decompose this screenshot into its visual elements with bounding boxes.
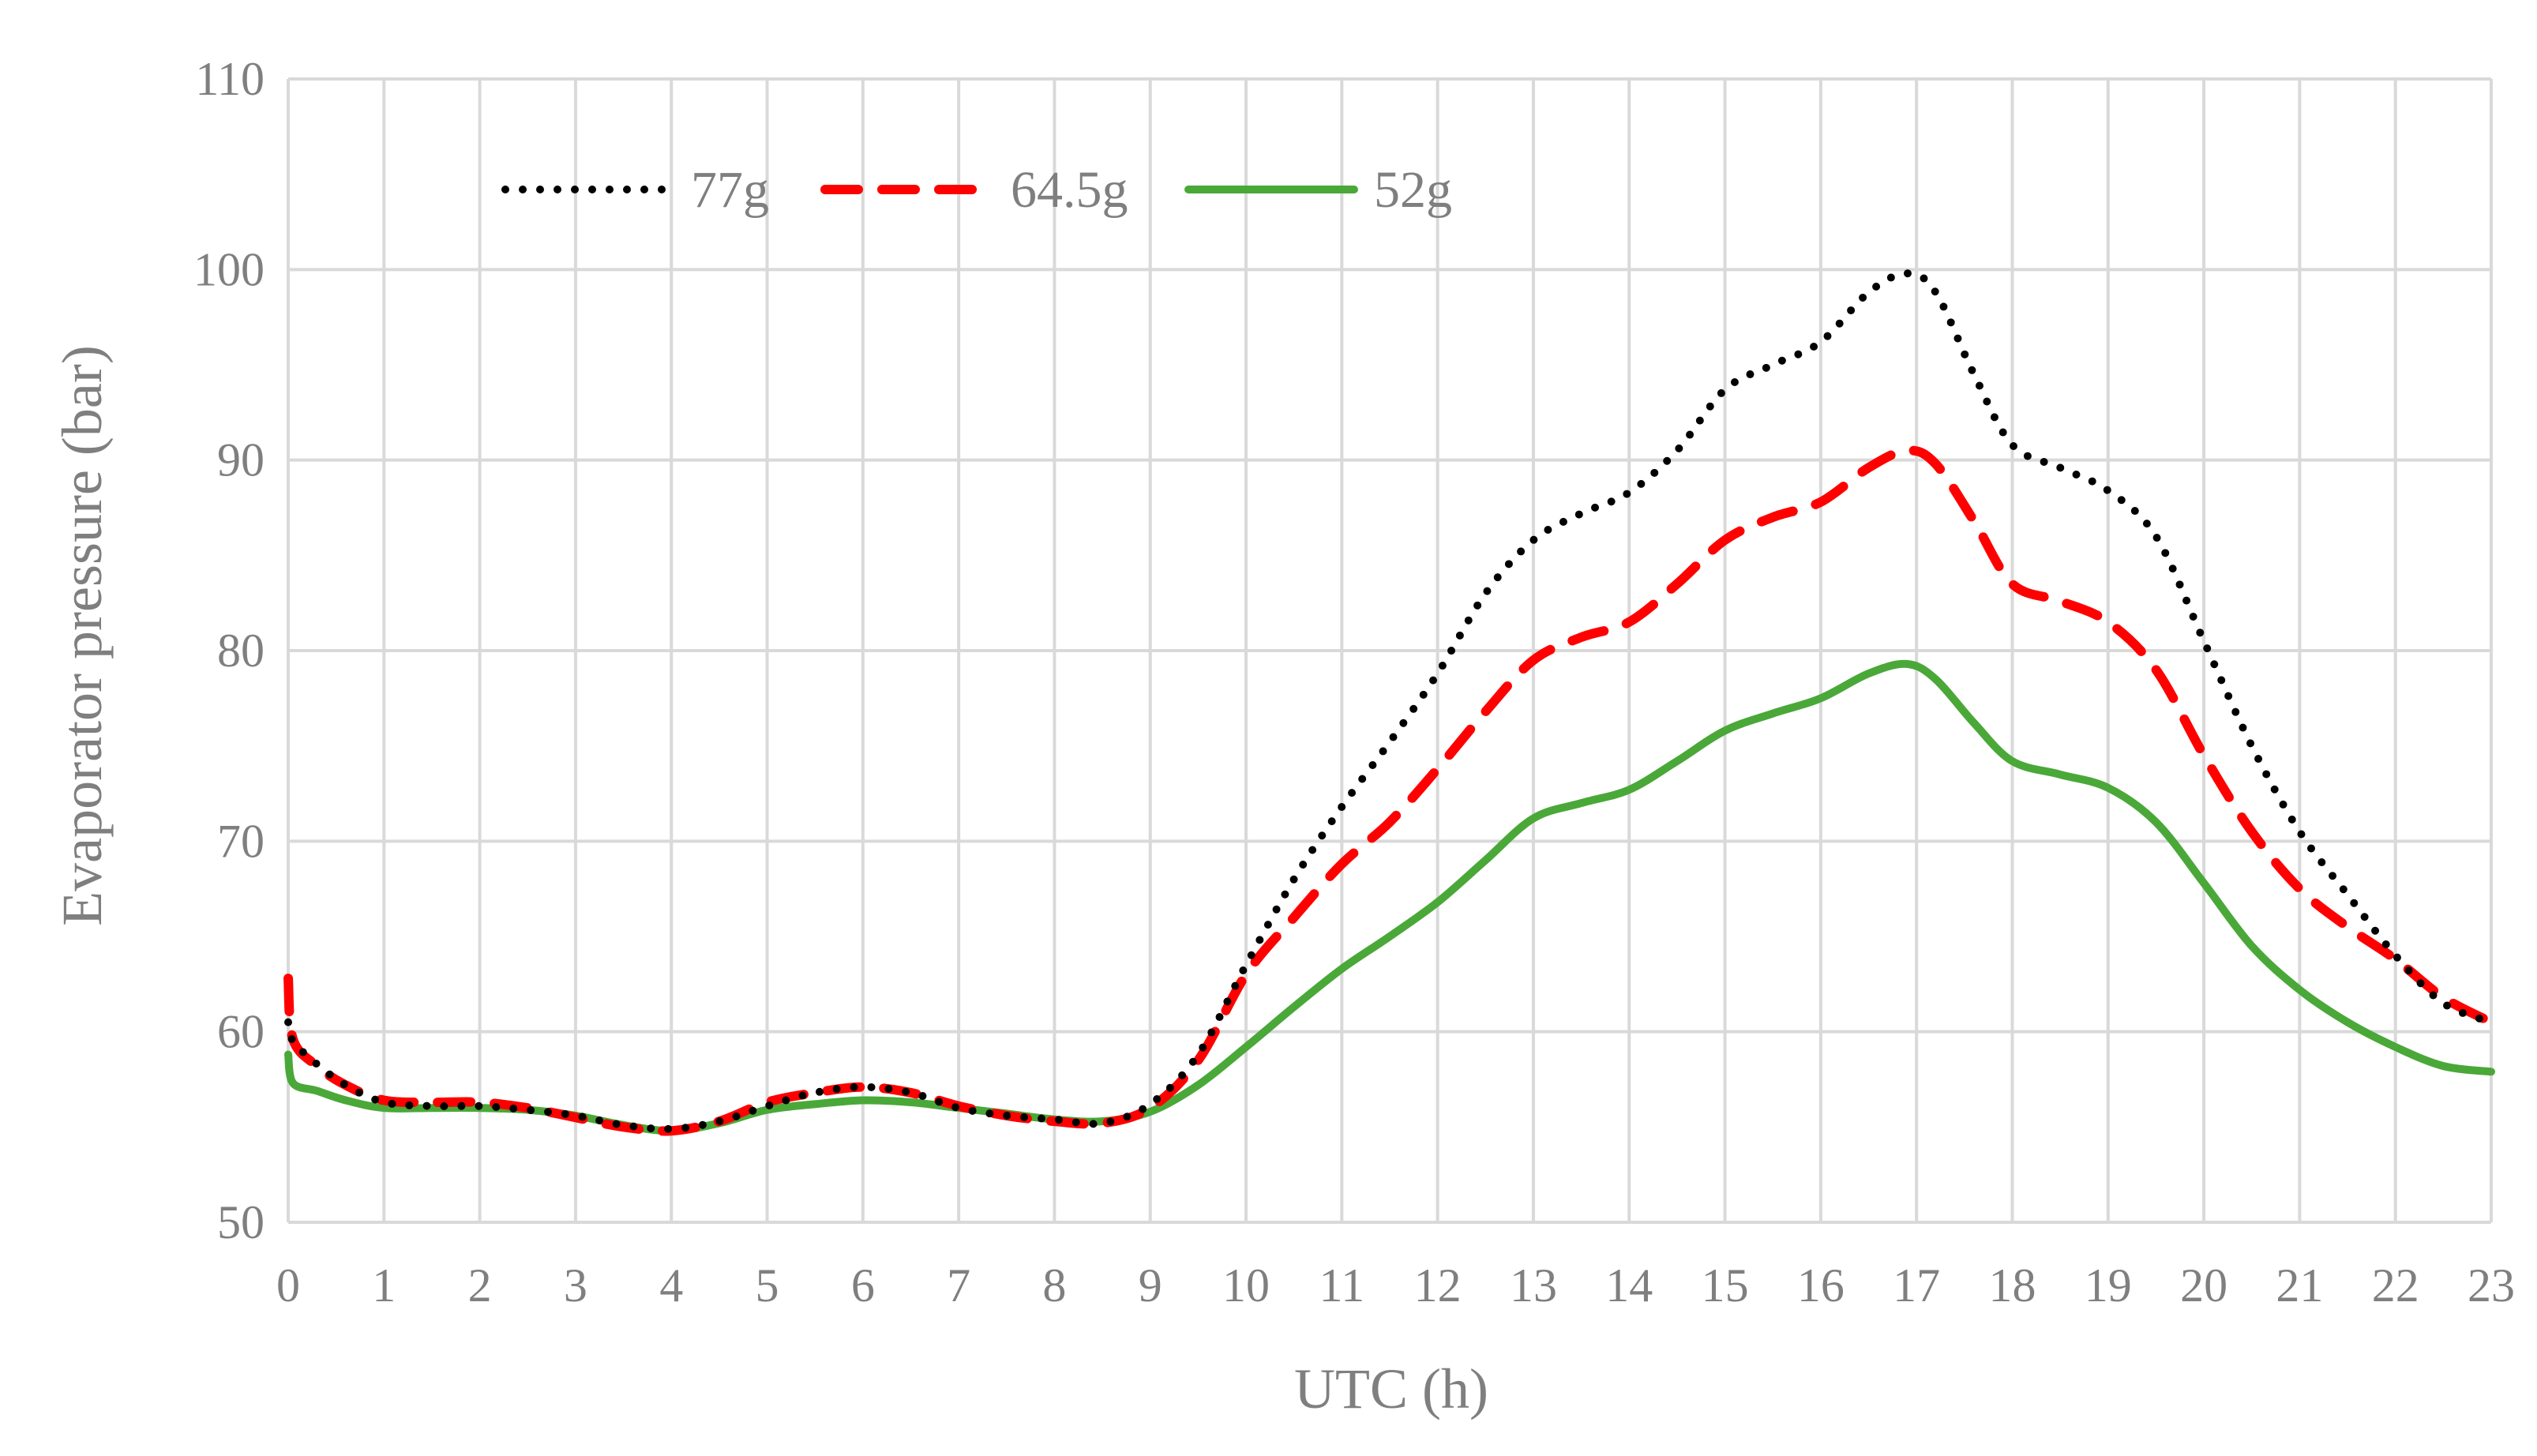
x-tick-label: 18 bbox=[1988, 1259, 2036, 1312]
y-tick-label: 110 bbox=[195, 53, 265, 105]
x-tick-label: 16 bbox=[1797, 1259, 1845, 1312]
x-tick-label: 20 bbox=[2180, 1259, 2227, 1312]
x-tick-label: 12 bbox=[1414, 1259, 1462, 1312]
x-tick-label: 1 bbox=[372, 1259, 396, 1312]
x-axis-label: UTC (h) bbox=[1294, 1357, 1488, 1420]
x-tick-label: 11 bbox=[1319, 1259, 1364, 1312]
x-tick-label: 19 bbox=[2085, 1259, 2132, 1312]
x-tick-label: 15 bbox=[1702, 1259, 1749, 1312]
legend: 77g 64.5g 52g bbox=[501, 161, 1452, 219]
y-tick-label: 50 bbox=[217, 1196, 265, 1248]
x-tick-label: 21 bbox=[2276, 1259, 2323, 1312]
y-tick-label: 80 bbox=[217, 625, 265, 677]
y-axis-label: Evaporator pressure (bar) bbox=[51, 345, 114, 926]
x-tick-label: 23 bbox=[2468, 1259, 2515, 1312]
x-tick-label: 8 bbox=[1042, 1259, 1066, 1312]
legend-label: 64.5g bbox=[1011, 161, 1128, 219]
x-tick-label: 14 bbox=[1605, 1259, 1653, 1312]
x-tick-label: 9 bbox=[1139, 1259, 1162, 1312]
x-tick-label: 6 bbox=[851, 1259, 875, 1312]
x-tick-label: 3 bbox=[564, 1259, 587, 1312]
x-tick-label: 4 bbox=[659, 1259, 683, 1312]
grid-lines bbox=[287, 77, 2493, 1224]
x-tick-label: 22 bbox=[2372, 1259, 2419, 1312]
y-tick-label: 100 bbox=[193, 243, 265, 295]
series-layer bbox=[283, 269, 2496, 1136]
x-tick-label: 13 bbox=[1510, 1259, 1557, 1312]
x-tick-label: 2 bbox=[468, 1259, 492, 1312]
x-tick-label: 10 bbox=[1222, 1259, 1270, 1312]
legend-label: 52g bbox=[1374, 161, 1452, 219]
series-line-77g bbox=[284, 269, 2495, 1133]
series-line-64-5g bbox=[283, 445, 2496, 1136]
x-tick-labels: 0 1 2 3 4 5 6 7 8 9 10 11 12 13 14 15 16 17 18 19 20 21 22 23 bbox=[276, 1259, 2515, 1312]
y-tick-label: 90 bbox=[217, 434, 265, 486]
x-tick-label: 17 bbox=[1893, 1259, 1940, 1312]
y-tick-label: 60 bbox=[217, 1006, 265, 1058]
x-tick-label: 5 bbox=[756, 1259, 779, 1312]
y-tick-label: 70 bbox=[217, 815, 265, 867]
x-tick-label: 0 bbox=[276, 1259, 300, 1312]
legend-label: 77g bbox=[691, 161, 769, 219]
y-tick-labels: 50 60 70 80 90 100 110 bbox=[193, 53, 265, 1248]
x-tick-label: 7 bbox=[947, 1259, 970, 1312]
